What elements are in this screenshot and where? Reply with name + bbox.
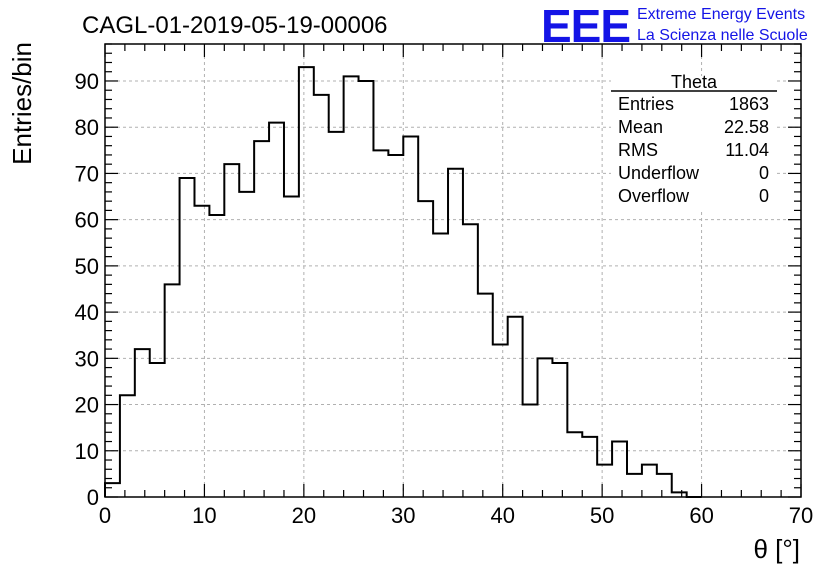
stats-box-title: Theta bbox=[671, 72, 718, 92]
stats-row-value: 22.58 bbox=[724, 117, 769, 137]
histogram-bin bbox=[463, 224, 478, 497]
stats-row-label: RMS bbox=[618, 140, 658, 160]
y-tick-label: 90 bbox=[75, 69, 99, 94]
x-axis-title: θ [°] bbox=[753, 534, 800, 564]
histogram-bin bbox=[314, 95, 329, 497]
histogram-bin bbox=[269, 123, 284, 497]
histogram-bin bbox=[582, 437, 597, 497]
y-tick-label: 30 bbox=[75, 346, 99, 371]
x-tick-label: 30 bbox=[391, 503, 415, 528]
histogram-bin bbox=[508, 317, 523, 497]
histogram-bin bbox=[180, 178, 195, 497]
logo-line-2: La Scienza nelle Scuole bbox=[637, 27, 808, 44]
histogram-bin bbox=[597, 465, 612, 497]
histogram-bin bbox=[284, 197, 299, 497]
stats-box-background bbox=[611, 76, 777, 210]
histogram-bin bbox=[448, 169, 463, 497]
stats-row-value: 11.04 bbox=[725, 140, 769, 160]
histogram-bin bbox=[299, 67, 314, 497]
histogram-bin bbox=[403, 136, 418, 497]
histogram-bin bbox=[627, 474, 642, 497]
x-tick-label: 70 bbox=[789, 503, 813, 528]
plot-frame bbox=[104, 43, 802, 498]
y-tick-labels: 0 10 20 30 40 50 60 70 80 90 bbox=[75, 69, 99, 510]
histogram-bin bbox=[359, 81, 374, 497]
histogram-bin bbox=[105, 483, 120, 497]
x-tick-label: 10 bbox=[192, 503, 216, 528]
y-tick-label: 0 bbox=[87, 485, 99, 510]
histogram-bin bbox=[612, 442, 627, 497]
x-tick-labels: 0 10 20 30 40 50 60 70 bbox=[99, 503, 813, 528]
y-tick-label: 40 bbox=[75, 300, 99, 325]
y-tick-label: 60 bbox=[75, 208, 99, 233]
histogram-bin bbox=[224, 164, 239, 497]
stats-box: Theta Entries 1863 Mean 22.58 RMS 11.04 Underf… bbox=[611, 72, 777, 210]
stats-rows: Entries 1863 Mean 22.58 RMS 11.04 Underflow 0 Ov… bbox=[618, 94, 769, 206]
histogram-bin bbox=[194, 206, 209, 497]
histogram-bin bbox=[344, 76, 359, 497]
histogram-bin bbox=[135, 349, 150, 497]
histogram-bin bbox=[209, 215, 224, 497]
chart-title: CAGL-01-2019-05-19-00006 bbox=[82, 12, 388, 39]
histogram-bin bbox=[373, 150, 388, 497]
histogram-bin bbox=[120, 395, 135, 497]
y-tick-label: 50 bbox=[75, 254, 99, 279]
histogram-bin bbox=[552, 363, 567, 497]
stats-row-label: Entries bbox=[618, 94, 674, 114]
stats-row-label: Underflow bbox=[618, 163, 700, 183]
stats-row-value: 1863 bbox=[729, 94, 769, 114]
y-tick-label: 20 bbox=[75, 393, 99, 418]
histogram-bin bbox=[493, 344, 508, 497]
axis-ticks bbox=[104, 43, 802, 498]
x-tick-label: 50 bbox=[590, 503, 614, 528]
histogram-bin bbox=[239, 192, 254, 497]
histogram-bin bbox=[642, 465, 657, 497]
histogram-bin bbox=[165, 284, 180, 497]
stats-row-value: 0 bbox=[759, 163, 769, 183]
y-tick-label: 10 bbox=[75, 439, 99, 464]
histogram-bin bbox=[523, 405, 538, 497]
y-tick-label: 70 bbox=[75, 161, 99, 186]
histogram-series bbox=[104, 66, 702, 498]
stats-row-value: 0 bbox=[759, 186, 769, 206]
logo-line-1: Extreme Energy Events bbox=[637, 6, 805, 23]
grid bbox=[105, 44, 801, 497]
histogram-bin bbox=[150, 363, 165, 497]
y-tick-label: 80 bbox=[75, 115, 99, 140]
histogram-bin bbox=[329, 132, 344, 497]
histogram-bin bbox=[567, 432, 582, 497]
histogram-bin bbox=[433, 234, 448, 497]
histogram-bin bbox=[538, 358, 553, 497]
eee-logo: EEE Extreme Energy Events La Scienza nel… bbox=[541, 0, 808, 52]
histogram-bin bbox=[478, 294, 493, 497]
histogram-bin bbox=[418, 201, 433, 497]
y-axis-title: Entries/bin bbox=[7, 42, 37, 165]
x-tick-label: 60 bbox=[689, 503, 713, 528]
x-tick-label: 20 bbox=[292, 503, 316, 528]
histogram-bin bbox=[254, 141, 269, 497]
stats-row-label: Mean bbox=[618, 117, 663, 137]
x-tick-label: 40 bbox=[490, 503, 514, 528]
histogram-outline bbox=[104, 66, 702, 498]
histogram-bin bbox=[657, 474, 672, 497]
stats-row-label: Overflow bbox=[618, 186, 690, 206]
histogram-bin bbox=[388, 155, 403, 497]
x-tick-label: 0 bbox=[99, 503, 111, 528]
